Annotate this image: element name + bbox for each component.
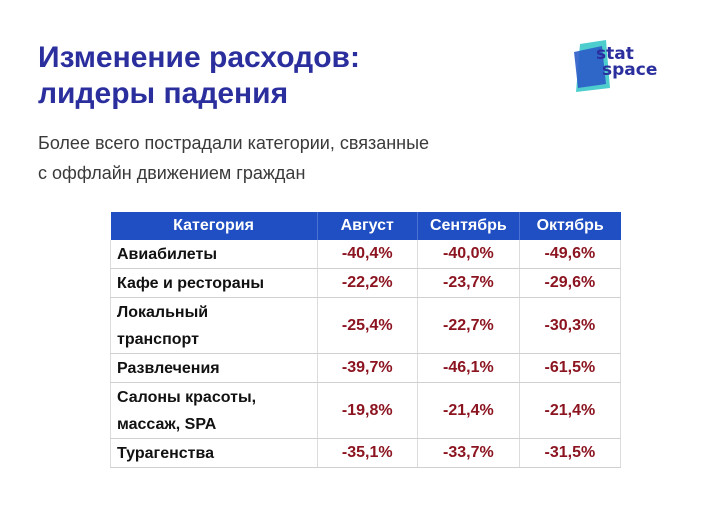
category-label: Кафе и рестораны <box>117 274 265 292</box>
page-title-line1: Изменение расходов: <box>38 41 360 74</box>
value-cell-august: -19,8% <box>317 382 418 439</box>
value-cell-august: -35,1% <box>317 438 418 468</box>
column-header-august: Август <box>317 212 418 240</box>
category-label-line2: массаж, SPA <box>117 415 217 433</box>
logo-text: stat space <box>596 44 658 80</box>
expenses-table: Категория Август Сентябрь Октябрь Авиаби… <box>110 212 622 468</box>
value-cell-august: -39,7% <box>317 353 418 383</box>
table-row: Авиабилеты -40,4% -40,0% -49,6% <box>110 240 622 269</box>
value-cell-october: -29,6% <box>519 268 622 298</box>
column-header-september: Сентябрь <box>417 212 520 240</box>
category-cell: Авиабилеты <box>110 240 318 269</box>
logo-text-line1: stat <box>596 44 634 64</box>
value-cell-september: -21,4% <box>417 382 520 439</box>
category-cell: Кафе и рестораны <box>110 268 318 298</box>
page-subtitle-line2: с оффлайн движением граждан <box>38 163 306 183</box>
category-label-line2: транспорт <box>117 330 199 348</box>
logo-shapes-icon <box>574 40 610 92</box>
table-header-row: Категория Август Сентябрь Октябрь <box>110 212 621 240</box>
table-row: Салоны красоты, массаж, SPA -19,8% -21,4… <box>110 382 622 439</box>
value-cell-october: -49,6% <box>519 240 622 269</box>
value-cell-september: -46,1% <box>417 353 520 383</box>
category-cell: Развлечения <box>110 353 318 383</box>
value-cell-august: -25,4% <box>317 297 418 354</box>
table-row: Кафе и рестораны -22,2% -23,7% -29,6% <box>110 268 622 298</box>
column-header-october: Октябрь <box>519 212 621 240</box>
column-header-category: Категория <box>110 212 318 240</box>
table-row: Развлечения -39,7% -46,1% -61,5% <box>110 353 622 383</box>
value-cell-october: -21,4% <box>519 382 622 439</box>
value-cell-september: -23,7% <box>417 268 520 298</box>
value-cell-october: -30,3% <box>519 297 622 354</box>
value-cell-october: -31,5% <box>519 438 622 468</box>
category-label: Турагенства <box>117 444 215 462</box>
category-label: Развлечения <box>117 359 220 377</box>
category-cell: Локальный транспорт <box>110 297 318 354</box>
value-cell-september: -22,7% <box>417 297 520 354</box>
value-cell-september: -33,7% <box>417 438 520 468</box>
category-cell: Турагенства <box>110 438 318 468</box>
category-cell: Салоны красоты, массаж, SPA <box>110 382 318 439</box>
statspace-logo: stat space <box>572 38 672 98</box>
page-title-line2: лидеры падения <box>38 77 289 110</box>
table-row: Турагенства -35,1% -33,7% -31,5% <box>110 438 622 468</box>
value-cell-august: -22,2% <box>317 268 418 298</box>
page-title: Изменение расходов: лидеры падения <box>38 40 360 112</box>
table-row: Локальный транспорт -25,4% -22,7% -30,3% <box>110 297 622 354</box>
category-label: Авиабилеты <box>117 245 217 263</box>
category-label: Локальный <box>117 303 209 321</box>
value-cell-september: -40,0% <box>417 240 520 269</box>
page-subtitle-line1: Более всего пострадали категории, связан… <box>38 133 430 153</box>
page-subtitle: Более всего пострадали категории, связан… <box>38 128 429 188</box>
value-cell-august: -40,4% <box>317 240 418 269</box>
logo-text-line2: space <box>602 60 658 80</box>
value-cell-october: -61,5% <box>519 353 622 383</box>
category-label: Салоны красоты, <box>117 388 257 406</box>
